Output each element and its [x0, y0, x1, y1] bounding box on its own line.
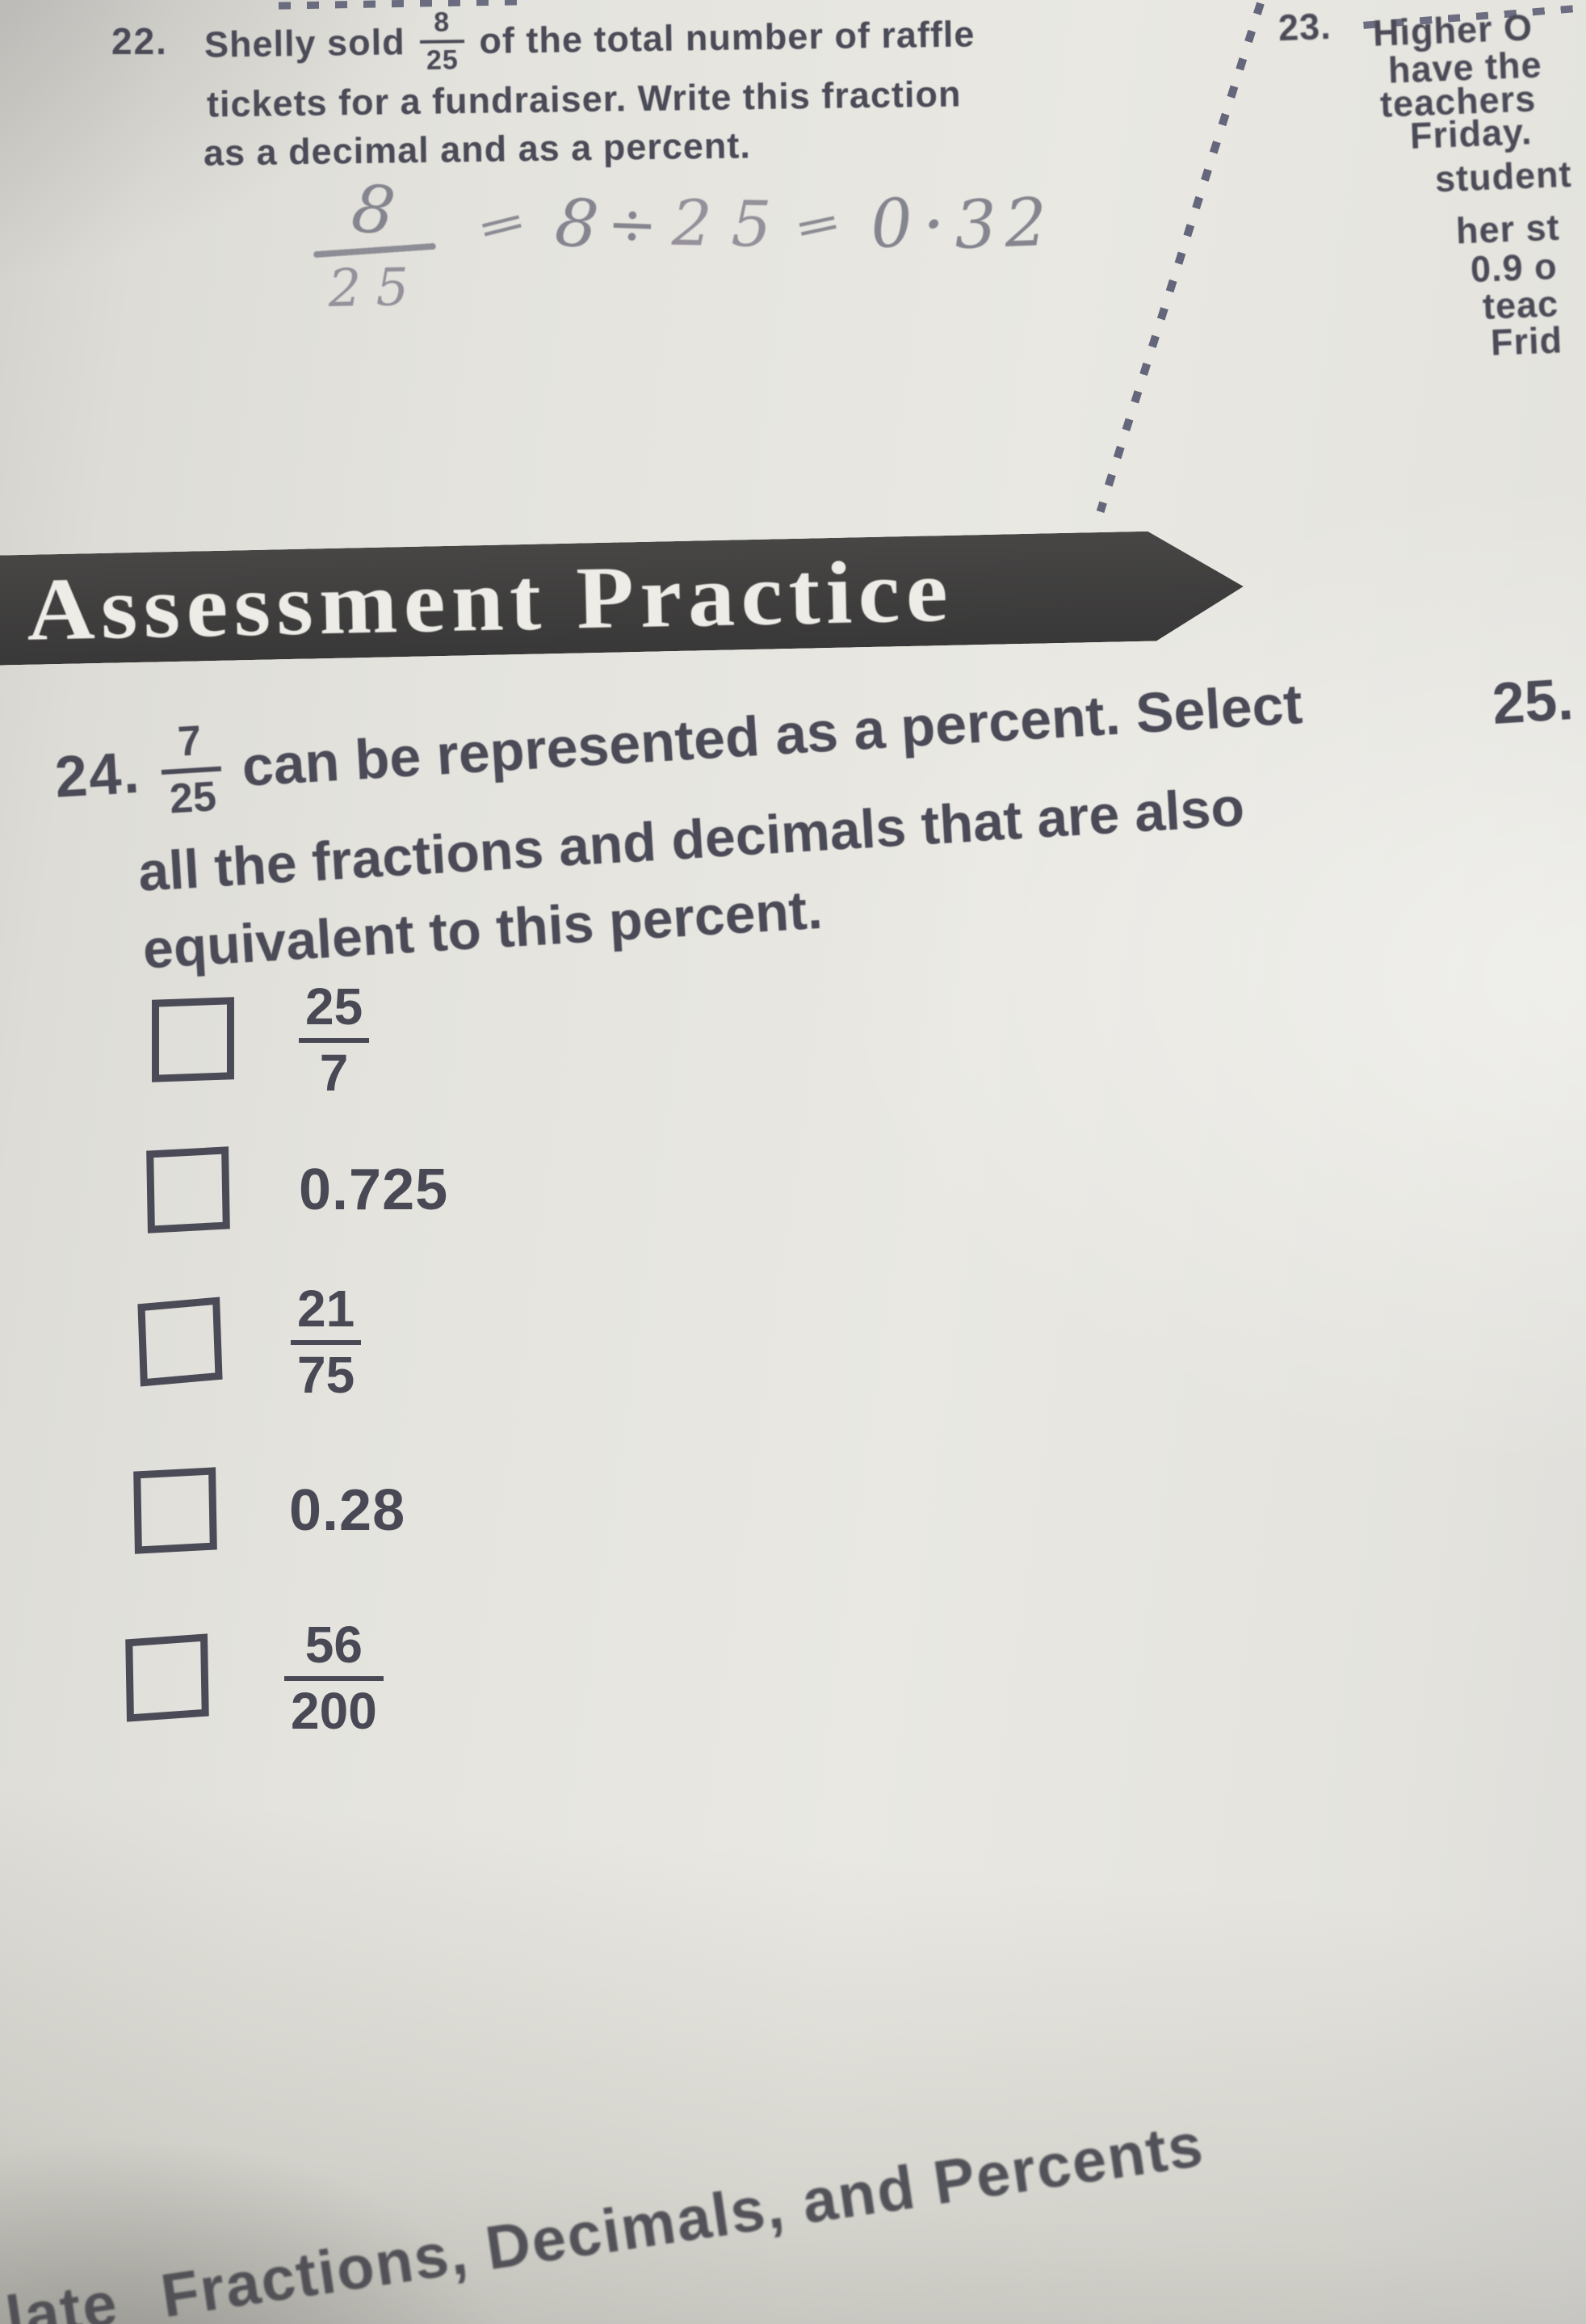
fraction-8-25: 8 25	[419, 6, 465, 76]
option-row-56-over-200: 56 200	[125, 1586, 384, 1770]
checkbox[interactable]	[152, 997, 234, 1082]
option-row-21-over-75: 21 75	[137, 1259, 362, 1424]
lesson-title-fragment: late	[2, 2268, 123, 2324]
banner-title: Assessment Practice	[25, 540, 955, 659]
option-decimal: 0.28	[289, 1478, 406, 1543]
handwritten-equation: = 8 ÷ 25 = 0 · 32	[436, 183, 1057, 266]
option-fraction: 56 200	[284, 1619, 384, 1737]
fraction-7-25: 7 25	[158, 717, 224, 822]
digits: 25	[671, 187, 792, 263]
digits: 32	[953, 183, 1057, 265]
handwritten-work: 8 25 = 8 ÷ 25 = 0 · 32	[311, 170, 1057, 320]
digit: 8	[552, 183, 602, 265]
question-23-number: 23.	[1278, 5, 1332, 49]
question-22-line-3: as a decimal and as a percent.	[203, 124, 752, 174]
checkbox[interactable]	[133, 1467, 217, 1554]
question-22-text: of the total number of raffle	[479, 12, 976, 61]
option-row-25-over-7: 25 7	[152, 964, 370, 1116]
question-24: 24. 7 25 can be represented as a percent…	[52, 647, 1315, 985]
equals-sign: =	[471, 193, 532, 256]
fraction-bar	[419, 40, 465, 44]
division-sign: ÷	[606, 188, 659, 261]
q23-text-line: Frid	[1490, 319, 1563, 364]
option-fraction: 25 7	[299, 981, 370, 1099]
option-row-0-725: 0.725	[146, 1129, 449, 1250]
option-fraction: 21 75	[291, 1283, 362, 1401]
q23-text-line: Friday.	[1409, 111, 1534, 157]
question-22-number: 22.	[111, 20, 168, 62]
q23-text-line: student	[1434, 153, 1573, 200]
question-25-number: 25.	[1490, 667, 1576, 737]
lesson-title: late Fractions, Decimals, and Percents	[2, 2110, 1208, 2324]
handwritten-fraction-8-25: 8 25	[311, 170, 438, 320]
assessment-practice-banner: Assessment Practice	[0, 529, 1244, 666]
option-row-0-28: 0.28	[133, 1450, 406, 1571]
fraction-bar	[284, 1676, 384, 1681]
digit: 0	[867, 184, 916, 264]
question-22-text: Shelly sold	[203, 20, 405, 65]
dotted-column-divider-icon	[1096, 2, 1265, 513]
question-24-number: 24.	[52, 740, 143, 810]
fraction-bar	[299, 1038, 370, 1043]
checkbox[interactable]	[146, 1146, 230, 1233]
checkbox[interactable]	[137, 1296, 223, 1386]
option-decimal: 0.725	[299, 1158, 449, 1222]
question-24-text: can be represented as a percent. Select	[240, 672, 1304, 799]
lesson-title-text: Fractions, Decimals, and Percents	[157, 2110, 1209, 2324]
equals-sign: =	[789, 193, 847, 256]
decimal-point: ·	[922, 183, 946, 266]
question-22-line-2: tickets for a fundraiser. Write this fra…	[206, 73, 962, 125]
question-22-line-1: Shelly sold 8 25 of the total number of …	[203, 1, 976, 77]
fraction-bar	[291, 1339, 362, 1345]
checkbox[interactable]	[125, 1633, 209, 1722]
